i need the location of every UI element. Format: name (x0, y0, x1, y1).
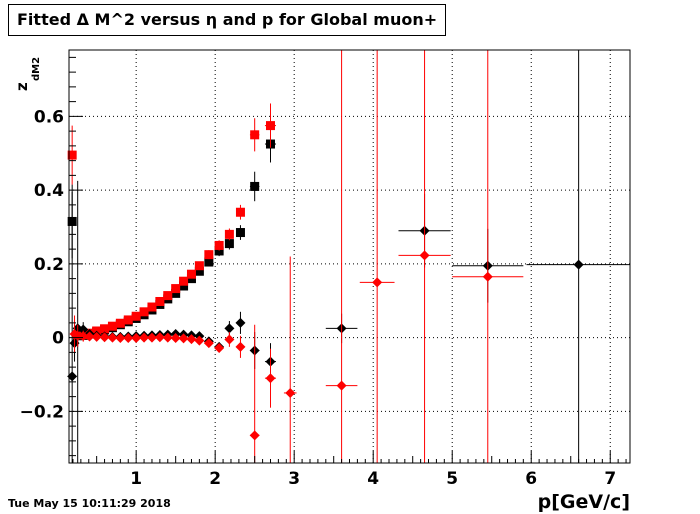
y-tick-label: 0.6 (34, 107, 64, 127)
y-axis-title-subscript: dM2 (31, 57, 42, 81)
data-point-square (115, 318, 125, 328)
data-point-diamond (139, 332, 150, 343)
data-point-diamond (131, 332, 142, 343)
data-point-diamond (78, 331, 89, 342)
data-point-diamond (419, 250, 430, 261)
y-axis-title: z (13, 82, 31, 91)
series-3 (67, 50, 630, 463)
data-point-square (100, 324, 110, 334)
data-point-diamond (224, 323, 235, 334)
data-point-square (204, 250, 214, 260)
data-point-square (204, 257, 214, 267)
data-point-diamond (214, 342, 225, 353)
data-point-square (186, 269, 196, 279)
x-tick-label: 5 (446, 469, 458, 489)
data-point-square (131, 311, 141, 321)
data-point-square (235, 228, 245, 238)
y-tick-label: 0 (52, 329, 64, 349)
y-tick-label: 0.2 (34, 255, 64, 275)
series-2 (67, 103, 277, 340)
data-series (67, 50, 630, 463)
data-point-square (194, 266, 204, 276)
x-tick-label: 4 (367, 469, 379, 489)
data-point-diamond (78, 324, 89, 335)
data-point-diamond (107, 332, 118, 343)
data-point-diamond (123, 332, 134, 343)
data-point-square (67, 150, 77, 160)
data-point-square (179, 276, 189, 286)
data-point-square (250, 130, 260, 140)
data-point-square (265, 121, 275, 131)
x-tick-label: 1 (130, 469, 142, 489)
data-point-diamond (249, 430, 260, 441)
data-point-diamond (91, 331, 102, 342)
x-axis-title: p[GeV/c] (538, 491, 630, 513)
data-point-square (155, 296, 165, 306)
data-point-diamond (194, 335, 205, 346)
data-point-square (179, 281, 189, 291)
data-point-square (147, 302, 157, 312)
data-point-square (171, 284, 181, 294)
data-point-diamond (265, 373, 276, 384)
data-point-diamond (482, 271, 493, 282)
x-tick-label: 2 (209, 469, 221, 489)
data-point-square (123, 315, 133, 325)
data-point-diamond (146, 332, 157, 343)
x-tick-label: 3 (288, 469, 300, 489)
data-point-square (139, 307, 149, 317)
y-tick-label: −0.2 (20, 402, 64, 422)
data-point-diamond (154, 332, 165, 343)
data-point-square (224, 239, 234, 249)
x-tick-label: 6 (525, 469, 537, 489)
data-point-diamond (84, 331, 95, 342)
data-point-diamond (170, 332, 181, 343)
data-point-diamond (115, 332, 126, 343)
data-point-diamond (235, 317, 246, 328)
grid (69, 50, 630, 463)
axis-ticks: 1 2 3 4 5 6 7 −0.2 0 0.2 0.4 0.6 (20, 56, 627, 489)
data-point-diamond (99, 332, 110, 343)
data-point-square (250, 181, 260, 191)
chart-title: Fitted Δ M^2 versus η and p for Global m… (8, 4, 447, 36)
data-point-square (214, 240, 224, 250)
data-point-square (235, 207, 245, 217)
y-tick-label: 0.4 (34, 181, 64, 201)
data-point-diamond (67, 371, 78, 382)
data-point-diamond (186, 334, 197, 345)
plot-frame (68, 49, 631, 464)
x-tick-label: 7 (604, 469, 616, 489)
data-point-square (107, 321, 117, 331)
data-point-diamond (372, 277, 383, 288)
data-point-square (214, 246, 224, 256)
timestamp: Tue May 15 10:11:29 2018 (8, 497, 171, 510)
data-point-square (163, 291, 173, 301)
data-point-diamond (235, 341, 246, 352)
data-point-diamond (203, 338, 214, 349)
data-point-diamond (285, 387, 296, 398)
series-1 (67, 125, 277, 341)
data-point-diamond (224, 334, 235, 345)
data-point-square (194, 261, 204, 271)
series-4 (69, 50, 524, 463)
data-point-diamond (162, 332, 173, 343)
data-point-diamond (573, 259, 584, 270)
data-point-diamond (336, 380, 347, 391)
data-point-diamond (72, 330, 83, 341)
data-point-square (224, 229, 234, 239)
data-point-diamond (178, 333, 189, 344)
data-point-square (171, 288, 181, 298)
